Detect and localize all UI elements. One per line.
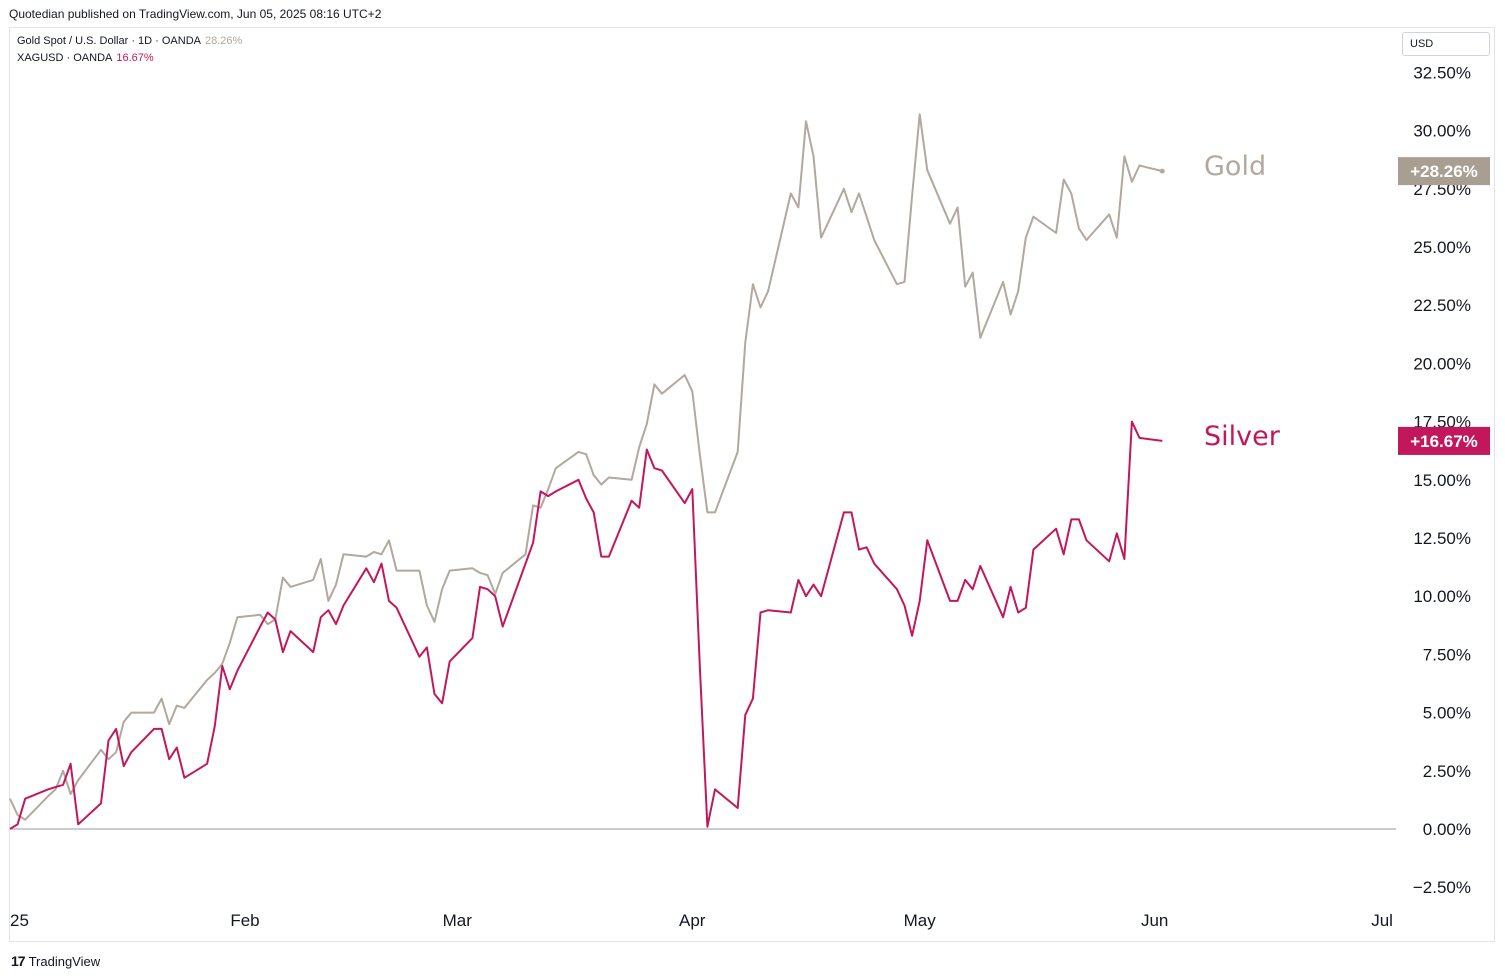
value-badge-text-gold: +28.26% [1410,162,1478,181]
tradingview-logo-icon: 17 [11,953,26,969]
y-tick-label: 2.50% [1423,762,1471,781]
legend-silver: XAGUSD · OANDA 16.67% [17,52,154,64]
legend-silver-label: XAGUSD · OANDA [17,52,113,64]
y-tick-label: 0.00% [1423,820,1471,839]
x-tick-label: 25 [10,911,29,930]
value-badge-silver [1398,426,1490,455]
y-tick-label: 20.00% [1413,354,1471,373]
y-tick-label: 25.00% [1413,238,1471,257]
published-note: Quotedian published on TradingView.com, … [9,7,382,21]
value-badge-text-silver: +16.67% [1410,432,1478,451]
legend-silver-pct: 16.67% [116,52,154,64]
x-tick-label: Feb [230,911,259,930]
y-tick-label: −2.50% [1413,878,1471,897]
x-tick-label: Mar [443,911,473,930]
y-tick-label: 22.50% [1413,296,1471,315]
y-tick-label: 10.00% [1413,587,1471,606]
x-tick-label: Jul [1371,911,1393,930]
series-name-silver: Silver [1204,421,1281,452]
x-tick-label: Apr [679,911,706,930]
series-name-gold: Gold [1204,151,1266,182]
legend-gold-pct: 28.26% [205,35,243,47]
tradingview-logo-text: TradingView [28,953,101,969]
value-badge-gold [1398,157,1490,186]
y-tick-label: 17.50% [1413,413,1471,432]
y-tick-label: 7.50% [1423,645,1471,664]
chart-frame [9,27,1495,942]
y-tick-label: 30.00% [1413,122,1471,141]
series-line-gold[interactable] [9,113,1163,821]
y-tick-label: 32.50% [1413,63,1471,82]
gold-last-point [1159,168,1165,174]
tradingview-logo[interactable]: 17 TradingView [11,953,100,969]
x-tick-label: Jun [1141,911,1168,930]
x-tick-label: May [904,911,937,930]
y-tick-label: 12.50% [1413,529,1471,548]
y-tick-label: 5.00% [1423,704,1471,723]
series-line-silver[interactable] [9,420,1163,830]
legend-gold-label: Gold Spot / U.S. Dollar · 1D · OANDA [17,35,201,47]
currency-selector[interactable]: USD [1402,32,1490,56]
y-tick-label: 15.00% [1413,471,1471,490]
legend-gold: Gold Spot / U.S. Dollar · 1D · OANDA 28.2… [17,35,242,47]
